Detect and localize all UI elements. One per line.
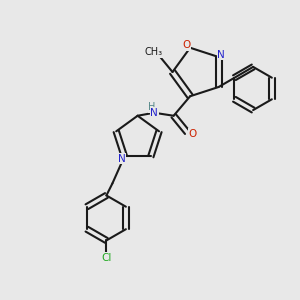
Text: N: N <box>217 50 225 60</box>
Text: H: H <box>148 102 155 112</box>
Text: N: N <box>150 108 158 118</box>
Text: O: O <box>188 129 196 139</box>
Text: Cl: Cl <box>101 253 112 263</box>
Text: CH₃: CH₃ <box>145 47 163 58</box>
Text: N: N <box>118 154 125 164</box>
Text: O: O <box>182 40 190 50</box>
